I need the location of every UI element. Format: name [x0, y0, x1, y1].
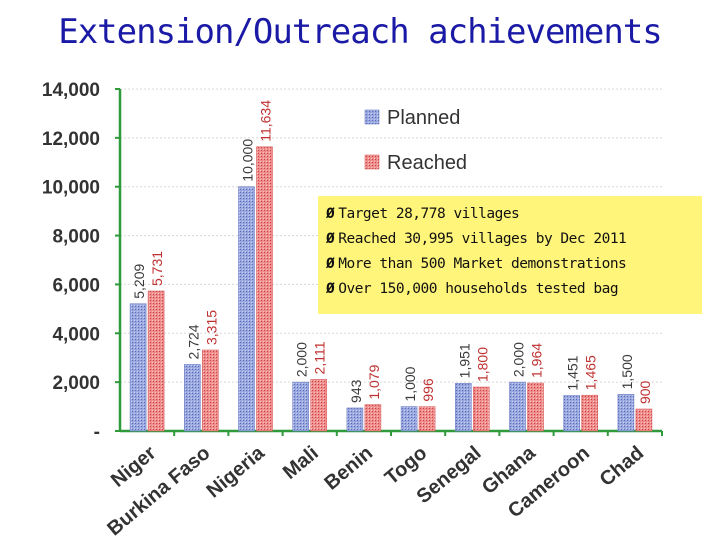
y-tick-label: 14,000 — [42, 80, 100, 101]
legend-swatch-planned — [364, 109, 380, 125]
callout-line: Ø Reached 30,995 villages by Dec 2011 — [326, 227, 694, 252]
x-category-label: Mali — [279, 442, 323, 484]
data-label-reached: 5,731 — [149, 251, 165, 286]
bar-planned — [617, 394, 635, 432]
bar-reached — [310, 379, 328, 432]
bar-reached — [256, 146, 273, 432]
legend-label-planned: Planned — [387, 107, 460, 129]
bar-planned — [292, 381, 310, 432]
data-label-reached: 11,634 — [258, 100, 274, 142]
bar-planned — [509, 381, 526, 432]
callout-line: Ø Over 150,000 households tested bag — [326, 277, 694, 302]
bar-planned — [563, 395, 581, 432]
data-label-reached: 3,315 — [203, 310, 219, 345]
data-label-planned: 1,451 — [565, 355, 581, 390]
bar-planned — [129, 303, 147, 432]
data-label-planned: 5,209 — [131, 264, 147, 299]
callout-line: Ø More than 500 Market demonstrations — [326, 252, 694, 277]
bar-planned — [238, 186, 255, 432]
bar-reached — [527, 382, 544, 432]
data-label-reached: 1,800 — [474, 347, 490, 382]
bar-planned — [184, 364, 201, 432]
bullet-arrow-icon: Ø — [326, 206, 335, 222]
data-label-planned: 1,500 — [619, 354, 635, 389]
bar-planned — [346, 407, 364, 432]
data-label-planned: 943 — [348, 379, 364, 403]
data-label-planned: 10,000 — [240, 139, 256, 182]
y-tick-label: 12,000 — [42, 129, 100, 150]
legend-swatch-reached — [364, 154, 380, 170]
data-label-reached: 1,964 — [529, 343, 545, 378]
data-label-reached: 1,079 — [366, 364, 382, 399]
slide-title: Extension/Outreach achievements — [58, 12, 663, 52]
data-label-planned: 1,951 — [456, 343, 472, 378]
x-category-label: Benin — [320, 442, 377, 495]
bars — [129, 146, 653, 432]
data-label-reached: 996 — [420, 378, 436, 402]
bullet-arrow-icon: Ø — [326, 256, 335, 272]
y-tick-label: 6,000 — [52, 275, 100, 296]
x-category-label: Nigeria — [203, 441, 270, 502]
callout-text: More than 500 Market demonstrations — [338, 256, 627, 272]
data-label-planned: 1,000 — [402, 366, 418, 401]
x-category-label: Chad — [596, 442, 648, 491]
y-tick-label: 4,000 — [52, 324, 100, 345]
callout-text: Over 150,000 households tested bag — [338, 281, 619, 297]
y-tick-label: 10,000 — [42, 178, 100, 199]
data-label-reached: 1,465 — [583, 355, 599, 390]
legend: Planned Reached — [364, 107, 467, 174]
y-tick-label: - — [94, 422, 100, 443]
bullet-arrow-icon: Ø — [326, 281, 335, 297]
y-tick-label: 8,000 — [52, 227, 100, 248]
bar-reached — [418, 406, 436, 432]
data-label-planned: 2,724 — [185, 324, 201, 359]
bullet-arrow-icon: Ø — [326, 231, 335, 247]
bar-reached — [364, 404, 382, 432]
callout-line: Ø Target 28,778 villages — [326, 202, 694, 227]
bar-reached — [635, 408, 653, 432]
callout-text: Target 28,778 villages — [338, 206, 520, 222]
bar-reached — [147, 290, 165, 432]
bar-planned — [400, 406, 418, 432]
legend-label-reached: Reached — [387, 152, 467, 174]
data-label-reached: 2,111 — [312, 341, 328, 374]
data-label-planned: 2,000 — [511, 342, 527, 377]
bar-reached — [581, 394, 599, 432]
bar-reached — [472, 386, 490, 432]
data-label-planned: 2,000 — [294, 342, 310, 377]
callout-text: Reached 30,995 villages by Dec 2011 — [338, 231, 627, 247]
data-label-reached: 900 — [637, 380, 653, 404]
bar-reached — [202, 349, 219, 432]
y-tick-label: 2,000 — [52, 373, 100, 394]
bar-planned — [454, 383, 472, 432]
achievements-callout: Ø Target 28,778 villages Ø Reached 30,995 … — [318, 196, 702, 314]
